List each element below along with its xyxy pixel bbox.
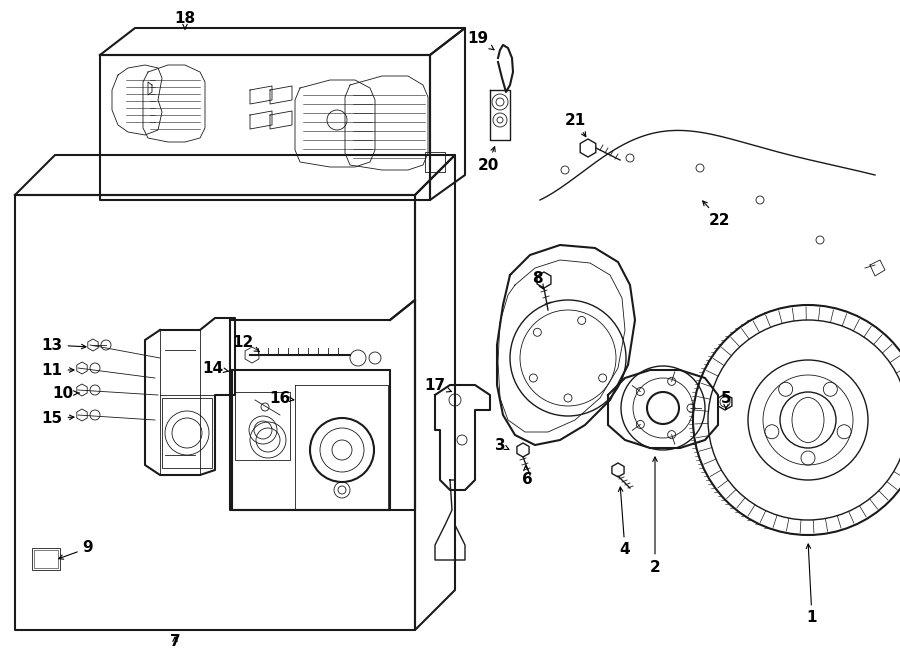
Text: 3: 3 xyxy=(495,438,508,453)
Text: 13: 13 xyxy=(41,338,86,352)
Text: 14: 14 xyxy=(202,361,230,375)
Text: 17: 17 xyxy=(425,377,452,393)
Text: 1: 1 xyxy=(806,544,817,626)
Text: 8: 8 xyxy=(532,271,544,289)
Text: 9: 9 xyxy=(58,540,94,559)
Text: 11: 11 xyxy=(41,363,74,377)
Text: 21: 21 xyxy=(564,113,586,136)
Text: 19: 19 xyxy=(467,30,494,50)
Text: 12: 12 xyxy=(232,334,259,352)
Bar xyxy=(425,152,445,172)
Bar xyxy=(162,398,212,468)
Bar xyxy=(34,550,58,568)
Bar xyxy=(32,548,60,570)
Ellipse shape xyxy=(792,397,824,442)
Text: 20: 20 xyxy=(477,147,499,173)
Text: 6: 6 xyxy=(522,466,533,487)
Text: 5: 5 xyxy=(721,391,732,409)
Text: 18: 18 xyxy=(175,11,195,29)
Text: 4: 4 xyxy=(618,487,630,557)
Text: 10: 10 xyxy=(52,385,79,401)
Text: 2: 2 xyxy=(650,457,661,575)
Text: 7: 7 xyxy=(170,634,180,649)
Text: 15: 15 xyxy=(41,410,74,426)
Text: 22: 22 xyxy=(703,201,731,228)
Text: 16: 16 xyxy=(269,391,294,406)
